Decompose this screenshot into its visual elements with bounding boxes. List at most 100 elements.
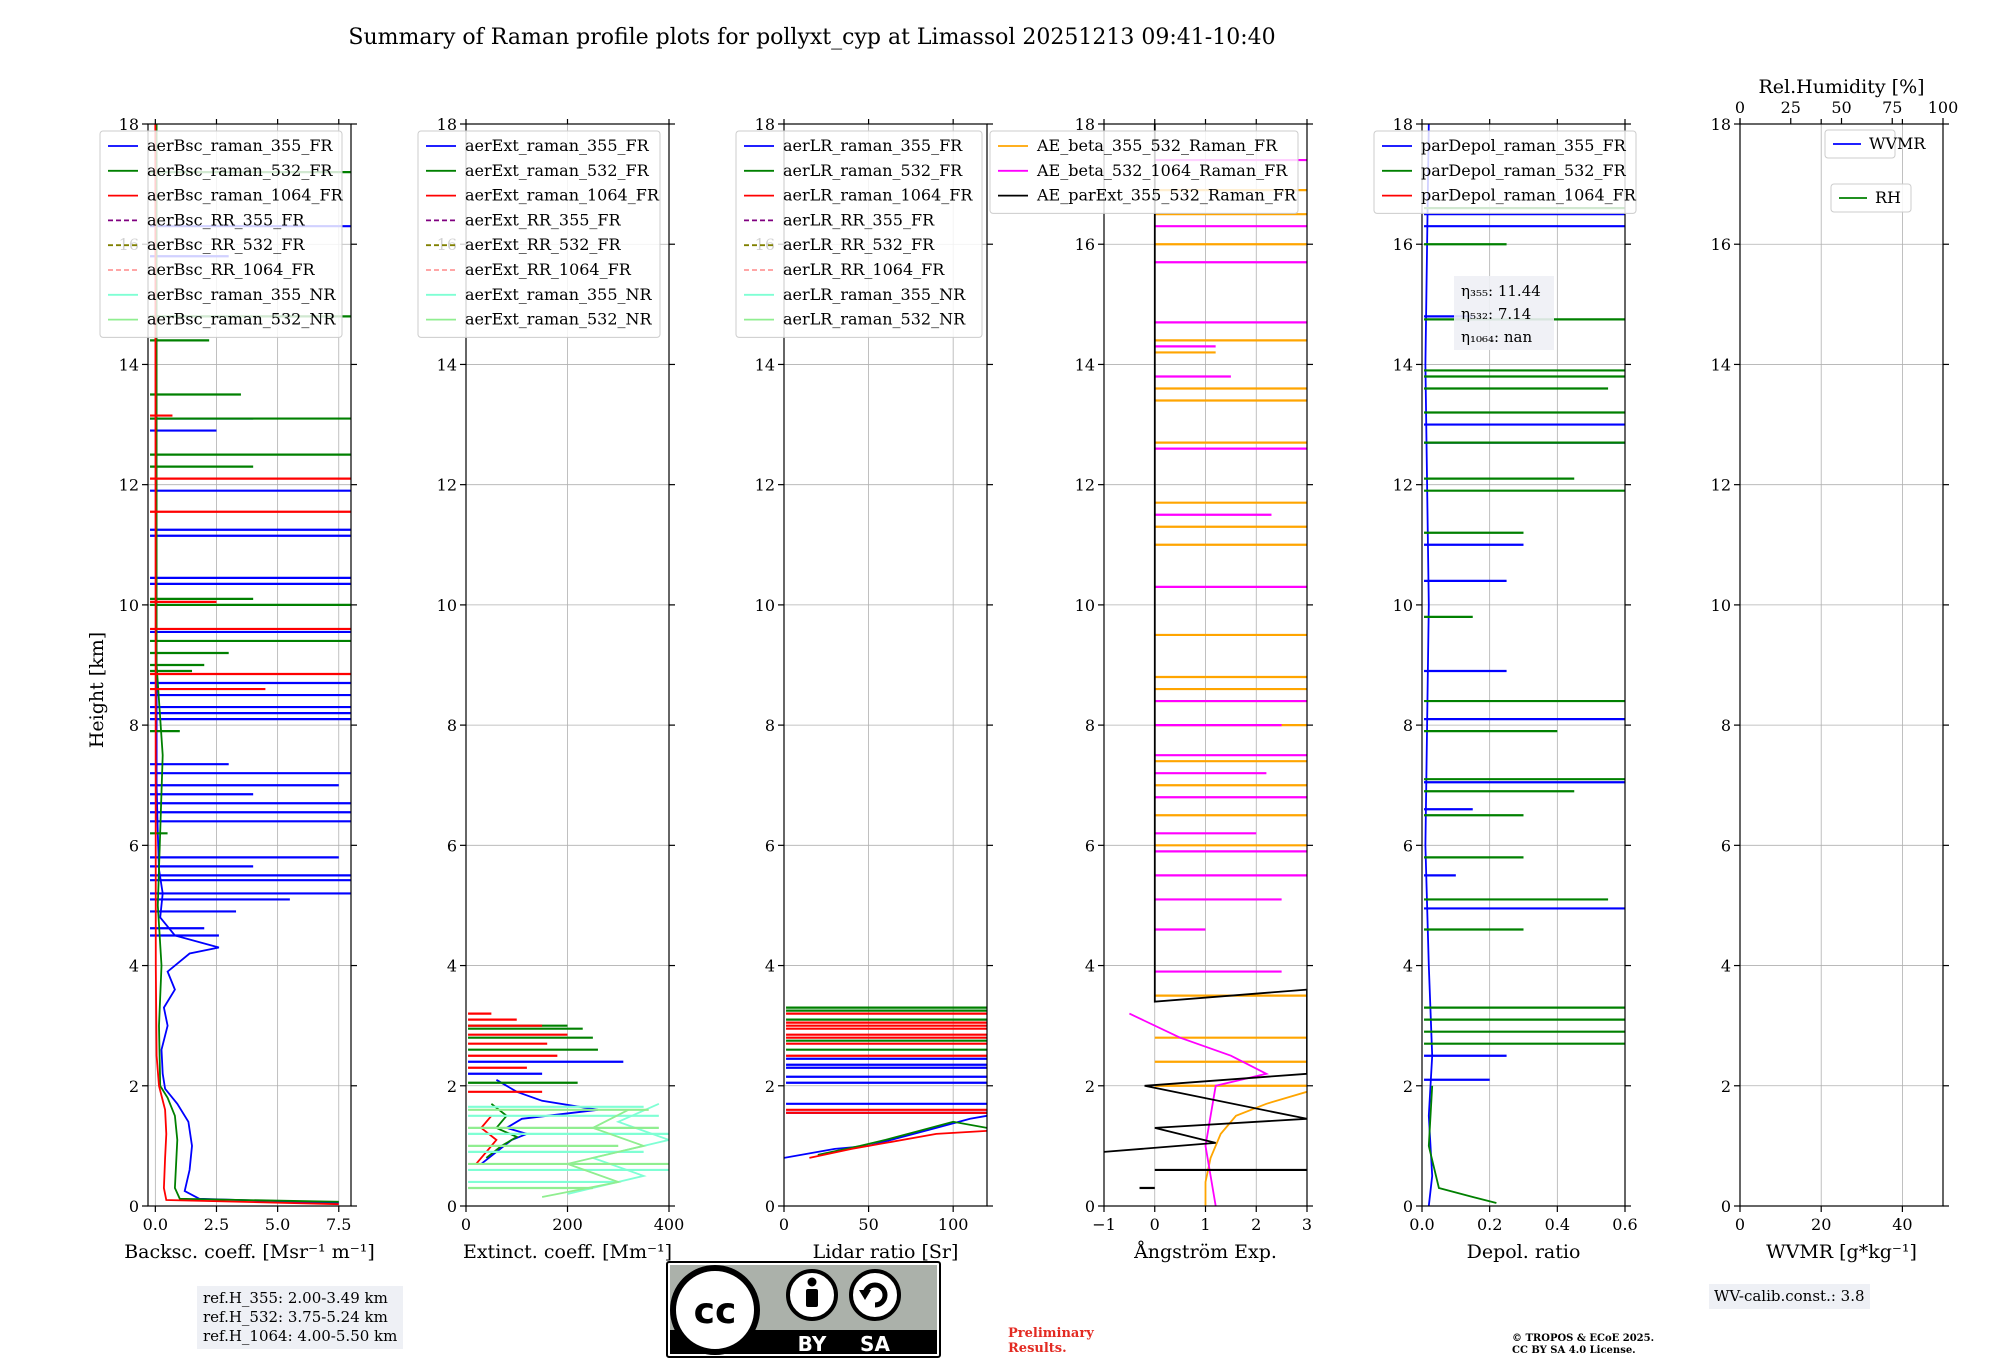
legend-label: WVMR [1869, 134, 1926, 153]
legend-label: aerLR_raman_532_NR [783, 310, 966, 329]
x-tick-label: 7.5 [326, 1215, 351, 1234]
legend-label: aerLR_RR_1064_FR [783, 260, 945, 279]
y-tick-label: 10 [1393, 596, 1413, 615]
y-tick-label: 12 [1393, 476, 1413, 495]
x-tick-label: 0 [1150, 1215, 1160, 1234]
y-tick-label: 18 [437, 115, 457, 134]
x-tick-label-top: 0 [1735, 98, 1745, 117]
y-tick-label: 2 [129, 1077, 139, 1096]
legend-label: aerBsc_RR_1064_FR [147, 260, 316, 279]
y-tick-label: 10 [1711, 596, 1731, 615]
y-tick-label: 18 [1711, 115, 1731, 134]
wv-calibration-text: WV-calib.const.: 3.8 [1714, 1287, 1865, 1305]
eta-eta1064: η₁₀₆₄: nan [1461, 328, 1532, 346]
ref-height-532: ref.H_532: 3.75-5.24 km [203, 1308, 388, 1326]
x-tick-label-top: 50 [1831, 98, 1851, 117]
y-tick-label: 14 [1075, 355, 1095, 374]
y-tick-label: 8 [765, 716, 775, 735]
ref-height-1064: ref.H_1064: 4.00-5.50 km [203, 1327, 398, 1345]
y-tick-label: 12 [437, 476, 457, 495]
legend-label: aerExt_raman_532_NR [465, 310, 653, 329]
legend-label: aerExt_raman_355_FR [465, 136, 650, 155]
y-tick-label: 6 [447, 836, 457, 855]
legend-label: aerLR_RR_532_FR [783, 235, 935, 254]
legend-label: parDepol_raman_532_FR [1421, 161, 1627, 180]
y-tick-label: 10 [119, 596, 139, 615]
y-tick-label: 4 [129, 957, 139, 976]
panel-depol: 0 2 4 6 8 10 12 14 16 18 0.0 0.2 0.4 0.6 Depol. ratio p… [1373, 115, 1638, 1263]
y-tick-label: 14 [119, 355, 139, 374]
legend-box [735, 130, 983, 338]
y-tick-label: 10 [437, 596, 457, 615]
cc-text: cc [694, 1291, 737, 1332]
series-line-AE_beta_355_532_Raman_FR [1204, 1090, 1307, 1206]
y-tick-label: 2 [765, 1077, 775, 1096]
series-line-AE_beta_532_1064_Raman_FR [1129, 1012, 1269, 1206]
axes-frame [1421, 123, 1626, 1207]
x-tick-label: 0 [461, 1215, 471, 1234]
y-tick-label: 18 [755, 115, 775, 134]
axes-frame [1739, 123, 1944, 1207]
x-tick-label: 50 [858, 1215, 878, 1234]
y-tick-label: 4 [447, 957, 457, 976]
legend-label: aerLR_raman_355_NR [783, 285, 966, 304]
x-tick-label: 20 [1811, 1215, 1831, 1234]
y-tick-label: 6 [1085, 836, 1095, 855]
x-tick-label: 0.4 [1545, 1215, 1570, 1234]
series-line-aerExt_raman_532_FR [485, 1103, 519, 1159]
y-axis-label: Height [km] [86, 632, 108, 748]
y-tick-label: 6 [129, 836, 139, 855]
legend: aerBsc_raman_355_FR aerBsc_raman_532_FRae… [99, 130, 344, 338]
legend-label: aerBsc_raman_355_NR [147, 285, 336, 304]
panel-lr: 024681012141618050100Lidar ratio [Sr]aer… [735, 115, 993, 1263]
panel-ext: 0246810121416180200400Extinct. coeff. [M… [417, 115, 684, 1263]
series-line-AE_parExt_355_532_Raman_FR [1104, 124, 1307, 1153]
x-tick-label-top: 25 [1781, 98, 1801, 117]
series-layer [1424, 124, 1625, 1206]
x-tick-label: 0.2 [1477, 1215, 1502, 1234]
copyright-line2: CC BY SA 4.0 License. [1512, 1345, 1636, 1356]
legend-label: aerLR_raman_355_FR [783, 136, 963, 155]
preliminary-line1: Preliminary [1008, 1326, 1094, 1341]
x-tick-label: 1 [1200, 1215, 1210, 1234]
legend-label: AE_parExt_355_532_Raman_FR [1036, 186, 1297, 205]
legend-WVMR: WVMR [1824, 129, 1926, 159]
y-tick-label: 2 [447, 1077, 457, 1096]
y-tick-label: 0 [1085, 1197, 1095, 1216]
x-axis-label: Lidar ratio [Sr] [813, 1241, 959, 1263]
copyright-line1: © TROPOS & ECoE 2025. [1512, 1333, 1655, 1344]
ref-height-355: ref.H_355: 2.00-3.49 km [203, 1289, 388, 1307]
legend-box [989, 130, 1299, 214]
legend: AE_beta_355_532_Raman_FR AE_beta_532_1064… [989, 130, 1299, 214]
eta-eta532: η₅₃₂: 7.14 [1461, 305, 1531, 323]
x-axis-label: Depol. ratio [1467, 1241, 1581, 1263]
preliminary-note: Preliminary Results. [1008, 1326, 1094, 1356]
y-tick-label: 4 [765, 957, 775, 976]
series-line-aerLR_raman_355_FR [784, 1114, 987, 1159]
x-tick-label: 0.0 [1409, 1215, 1434, 1234]
eta-box [1454, 276, 1554, 350]
y-tick-label: 14 [437, 355, 457, 374]
cc-license-badge[interactable]: cc BY SA [666, 1261, 941, 1358]
legend-label: aerExt_raman_532_FR [465, 161, 650, 180]
y-tick-label: 14 [1393, 355, 1413, 374]
legend-label: AE_beta_532_1064_Raman_FR [1036, 161, 1288, 180]
x-tick-label: −1 [1092, 1215, 1116, 1234]
x-tick-label: 0 [1735, 1215, 1745, 1234]
y-tick-label: 6 [765, 836, 775, 855]
y-tick-label: 8 [129, 716, 139, 735]
x-tick-label: 2.5 [204, 1215, 229, 1234]
legend: aerLR_raman_355_FR aerLR_raman_532_FR aerL… [735, 130, 983, 338]
by-label: BY [798, 1332, 827, 1356]
legend-label: aerExt_RR_1064_FR [465, 260, 632, 279]
legend: parDepol_raman_355_FR parDepol_raman_532_… [1373, 130, 1637, 214]
y-tick-label: 4 [1721, 957, 1731, 976]
series-line-aerExt_raman_355_NR [567, 1102, 669, 1195]
legend-label: aerBsc_raman_532_NR [147, 310, 336, 329]
series-line-aerLR_raman_532_FR [817, 1120, 987, 1156]
legend-box [99, 130, 343, 338]
legend-label: RH [1875, 188, 1901, 207]
